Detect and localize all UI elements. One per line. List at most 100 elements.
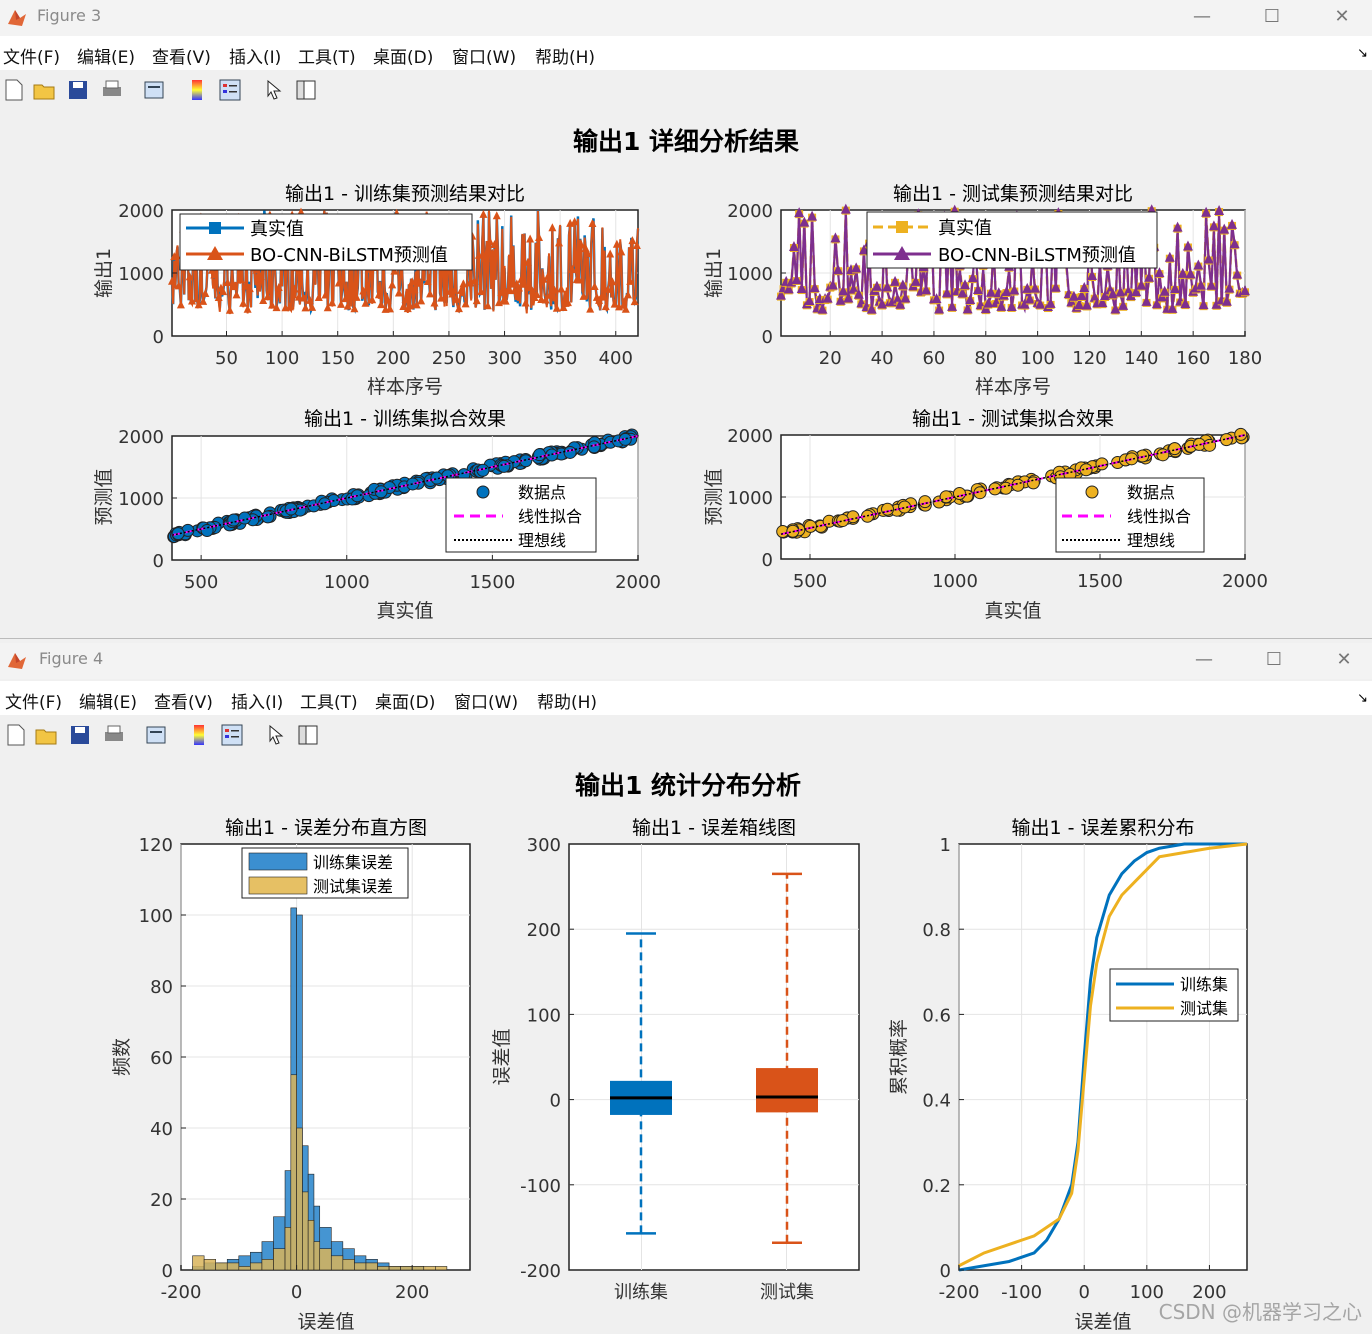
train-pred-marker [223, 278, 232, 287]
train-pred-marker [272, 303, 281, 312]
train-pred-marker [337, 299, 346, 308]
pointer-icon[interactable] [264, 723, 288, 747]
train-pred-marker [526, 234, 535, 243]
train-pred-marker [610, 299, 619, 308]
menu-help[interactable]: 帮助(H) [537, 693, 598, 713]
menu-file[interactable]: 文件(F) [3, 48, 61, 68]
test-pred-marker [1151, 298, 1162, 309]
test-pred-marker [1227, 218, 1238, 229]
train-fit-point [533, 448, 547, 462]
train-pred-marker [601, 302, 610, 311]
train-pred-marker [377, 300, 386, 309]
property-editor-icon[interactable] [294, 78, 318, 102]
train-series-ytick-label: 1000 [118, 264, 164, 285]
new-file-icon[interactable] [2, 78, 26, 102]
close-button[interactable]: ✕ [1336, 649, 1352, 670]
property-editor-icon[interactable] [296, 723, 320, 747]
train-pred-marker [543, 271, 552, 280]
maximize-button[interactable]: ☐ [1265, 649, 1283, 670]
histogram-ytick-label: 60 [150, 1048, 173, 1069]
menu-tools[interactable]: 工具(T) [298, 48, 356, 68]
test-series-legend: 真实值 BO-CNN-BiLSTM预测值 [866, 211, 1158, 269]
minimize-button[interactable]: — [1193, 6, 1211, 27]
histogram-bar [261, 1259, 274, 1271]
menu-window[interactable]: 窗口(W) [452, 48, 517, 68]
figure3-titlebar[interactable]: Figure 3 — ☐ ✕ [0, 0, 1372, 36]
test-fit-xtick-label: 500 [793, 571, 827, 592]
menu-edit[interactable]: 编辑(E) [77, 48, 136, 68]
matlab-logo-icon [8, 653, 26, 669]
menu-window[interactable]: 窗口(W) [454, 693, 519, 713]
open-folder-icon[interactable] [34, 723, 58, 747]
save-icon[interactable] [68, 723, 92, 747]
legend-icon[interactable] [218, 78, 242, 102]
menu-tools[interactable]: 工具(T) [300, 693, 358, 713]
test-pred-marker [1050, 281, 1061, 292]
boxplot-ytick-label: 300 [527, 835, 561, 856]
train-pred-marker [570, 217, 579, 226]
open-folder-icon[interactable] [32, 78, 56, 102]
test-pred-marker [1045, 297, 1056, 308]
menu-view[interactable]: 查看(V) [152, 48, 211, 68]
print-preview-icon[interactable] [142, 78, 166, 102]
test-pred-marker [1195, 279, 1206, 290]
print-icon[interactable] [102, 723, 126, 747]
pointer-icon[interactable] [262, 78, 286, 102]
train-pred-marker [454, 304, 463, 313]
test-pred-marker [947, 300, 958, 311]
menu-edit[interactable]: 编辑(E) [79, 693, 138, 713]
print-preview-icon[interactable] [144, 723, 168, 747]
close-button[interactable]: ✕ [1334, 6, 1350, 27]
test-series-xtick-label: 100 [1020, 348, 1054, 369]
test-pred-marker [900, 292, 911, 303]
test-pred-marker [996, 300, 1007, 311]
train-fit-ideal-line [171, 435, 639, 536]
save-icon[interactable] [66, 78, 90, 102]
boxplot-title: 输出1 - 误差箱线图 [632, 817, 796, 839]
menu-file[interactable]: 文件(F) [5, 693, 63, 713]
train-pred-marker [523, 257, 532, 266]
collapse-arrow-icon[interactable]: ↘ [1357, 691, 1368, 706]
test-series-xtick-label: 160 [1176, 348, 1210, 369]
menu-help[interactable]: 帮助(H) [535, 48, 596, 68]
train-pred-marker [535, 233, 544, 242]
train-fit-legend: 数据点 线性拟合 理想线 [445, 477, 597, 553]
train-pred-marker [452, 294, 461, 303]
test-pred-marker [827, 279, 838, 290]
train-pred-marker [514, 283, 523, 292]
collapse-arrow-icon[interactable]: ↘ [1357, 46, 1368, 61]
train-pred-marker [494, 298, 503, 307]
test-fit-xlabel: 真实值 [984, 600, 1041, 622]
legend-ideal-line: 理想线 [518, 531, 566, 550]
test-pred-marker [1185, 268, 1196, 279]
figure3-menubar: 文件(F) 编辑(E) 查看(V) 插入(I) 工具(T) 桌面(D) 窗口(W… [0, 36, 1372, 70]
colorbar-icon[interactable] [187, 723, 211, 747]
boxplot-ytick-label: 100 [527, 1005, 561, 1026]
print-icon[interactable] [100, 78, 124, 102]
cdf-ytick-label: 0 [940, 1261, 951, 1282]
new-file-icon[interactable] [4, 723, 28, 747]
train-pred-marker [410, 285, 419, 294]
colorbar-icon[interactable] [185, 78, 209, 102]
menu-desktop[interactable]: 桌面(D) [375, 693, 436, 713]
figure4-menubar: 文件(F) 编辑(E) 查看(V) 插入(I) 工具(T) 桌面(D) 窗口(W… [0, 681, 1372, 715]
train-pred-marker [388, 280, 397, 289]
histogram-ytick-label: 20 [150, 1190, 173, 1211]
legend-icon[interactable] [220, 723, 244, 747]
legend-test-set: 测试集 [1180, 999, 1228, 1018]
maximize-button[interactable]: ☐ [1263, 6, 1281, 27]
test-pred-marker [794, 207, 805, 218]
box-category-train: 训练集 [614, 1282, 668, 1303]
menu-view[interactable]: 查看(V) [154, 693, 213, 713]
train-fit-point [318, 497, 332, 511]
histogram-bar [203, 1259, 216, 1271]
menu-insert[interactable]: 插入(I) [231, 693, 284, 713]
minimize-button[interactable]: — [1195, 649, 1213, 670]
menu-insert[interactable]: 插入(I) [229, 48, 282, 68]
train-pred-marker [301, 303, 310, 312]
train-pred-marker [459, 279, 468, 288]
figure4-titlebar[interactable]: Figure 4 — ☐ ✕ [0, 643, 1372, 679]
menu-desktop[interactable]: 桌面(D) [373, 48, 434, 68]
histogram-legend: 训练集误差 测试集误差 [241, 847, 409, 899]
histogram-bar [400, 1266, 413, 1271]
